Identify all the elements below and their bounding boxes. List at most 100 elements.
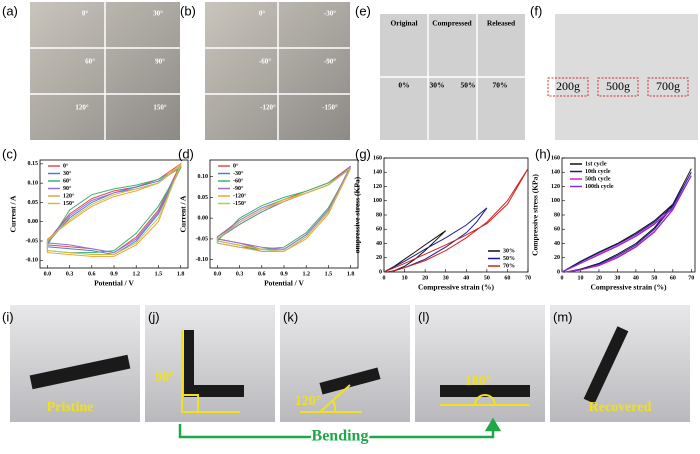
panel-label: (j): [148, 309, 160, 324]
series-line: [216, 167, 352, 252]
y-axis-label: ompressive stress (KPa): [353, 176, 362, 253]
x-axis-label: Compressive strain (%): [418, 283, 495, 292]
x-tick-label: 60: [670, 275, 676, 281]
y-tick-label: 160: [551, 155, 560, 161]
photo-label: 0°: [259, 10, 266, 18]
x-tick-label: 60: [504, 275, 510, 281]
y-tick-label: 20: [376, 255, 382, 261]
x-axis-label: Compressive strain (%): [590, 283, 667, 292]
photo-j: [145, 305, 275, 422]
charts: 0.0 0.3 0.6 0.9 1.2 1.5 1.8-0.10-0.050.000.050…: [9, 155, 696, 292]
y-tick-label: -0.05: [26, 238, 39, 244]
photo-label: Released: [487, 19, 516, 28]
x-tick-label: 40: [633, 275, 639, 281]
photo-label: 150°: [153, 104, 167, 112]
x-tick-label: 20: [422, 275, 428, 281]
chart: 0.0 0.3 0.6 0.9 1.2 1.5 1.8 -0.10 -0.05 0.00 0.05 0…: [9, 159, 189, 288]
y-tick-label: 0.10: [28, 181, 39, 187]
x-tick-label: 30: [614, 275, 620, 281]
series-line: [561, 175, 692, 273]
y-tick-label: 0: [557, 269, 560, 275]
photo-label: 50%: [461, 81, 476, 90]
y-tick-label: 0.15: [28, 161, 39, 167]
photo-k: [280, 305, 410, 422]
y-tick-label: 140: [373, 170, 382, 176]
highlight-boxes: [547, 77, 689, 97]
series-line: [561, 168, 692, 273]
photo-label: 0%: [398, 81, 409, 90]
x-tick-label: 70: [688, 275, 694, 281]
legend-label: 1st cycle: [585, 161, 607, 167]
y-tick-label: 0.05: [198, 195, 209, 201]
legend-label: -120°: [233, 192, 247, 199]
x-tick-label: 1.8: [177, 271, 185, 277]
y-tick-label: 40: [554, 241, 560, 247]
legend-label: -150°: [233, 200, 247, 207]
panel-label: (l): [418, 309, 430, 324]
photo-m: [550, 305, 690, 422]
chart: 0 10 20 30 40 50 60 70 0 20 40 60 80 100 120 140 160 Comp…: [353, 155, 531, 291]
y-tick-label: 120: [373, 184, 382, 190]
x-tick-label: 0: [561, 275, 564, 281]
y-tick-label: 0.05: [28, 200, 39, 206]
photo-dividers: [30, 2, 525, 140]
photo-label: 120°: [295, 394, 322, 409]
y-tick-label: 60: [554, 227, 560, 233]
legend-label: -30°: [233, 170, 244, 177]
y-tick-label: 0: [379, 269, 382, 275]
legend-label: 0°: [233, 162, 239, 169]
y-tick-label: 20: [554, 255, 560, 261]
photo-f: [555, 14, 698, 140]
photo-label: 30°: [153, 10, 163, 18]
y-tick-label: -0.05: [196, 236, 209, 242]
x-tick-label: 50: [651, 275, 657, 281]
series-line: [383, 168, 529, 273]
photo-label: 0°: [82, 10, 89, 18]
texts: (a) (b) (e) (f) (c) (d) (g) (h) (i) (j) (k) (l) (m) 0…: [2, 3, 680, 446]
x-tick-label: 70: [525, 275, 531, 281]
photo-label: Compressed: [432, 19, 472, 28]
photo-label: Pristine: [47, 400, 94, 415]
photo-l: [415, 305, 545, 422]
y-tick-label: 60: [376, 227, 382, 233]
x-tick-label: 0.0: [44, 271, 52, 277]
photo-label: -60°: [259, 58, 271, 66]
panel-label: (e): [355, 3, 371, 18]
series-line: [561, 172, 692, 273]
y-axis-label: Compressive stress (KPa): [531, 174, 540, 256]
y-tick-label: 0.10: [198, 174, 209, 180]
photo-label: 120°: [75, 104, 89, 112]
photo-label: -90°: [324, 58, 336, 66]
y-axis-label: Current / A: [179, 195, 188, 233]
photo-label: 70%: [493, 81, 508, 90]
y-tick-label: 40: [376, 241, 382, 247]
panel-label: (d): [178, 146, 194, 161]
legend-label: 50th cycle: [585, 176, 611, 182]
photo-label: 90°: [155, 58, 165, 66]
series-line: [561, 175, 692, 273]
panel-label: (a): [2, 3, 18, 18]
chart: 0 10 20 30 40 50 60 70 0 20 40 60 80 100 120 140 160 Comp…: [531, 155, 696, 292]
series-line: [46, 164, 182, 255]
photos: [10, 2, 698, 422]
x-tick-label: 0: [383, 275, 386, 281]
y-tick-label: 120: [551, 184, 560, 190]
x-tick-label: 0.9: [280, 271, 288, 277]
y-tick-label: 0.00: [198, 216, 209, 222]
x-tick-label: 30: [443, 275, 449, 281]
y-tick-label: 160: [373, 155, 382, 161]
y-tick-label: 100: [373, 198, 382, 204]
photo-label: 700g: [656, 79, 680, 93]
bending-arrow: [178, 417, 502, 439]
x-tick-label: 1.5: [155, 271, 163, 277]
x-axis-label: Potential / V: [94, 279, 134, 288]
legend-label: -90°: [233, 185, 244, 192]
legend-label: 120°: [63, 192, 75, 199]
strips: [29, 326, 629, 404]
legend-label: -60°: [233, 177, 244, 184]
photo-label: 200g: [556, 79, 580, 93]
x-tick-label: 1.2: [132, 271, 140, 277]
panel-label: (f): [530, 3, 542, 18]
x-tick-label: 10: [577, 275, 583, 281]
